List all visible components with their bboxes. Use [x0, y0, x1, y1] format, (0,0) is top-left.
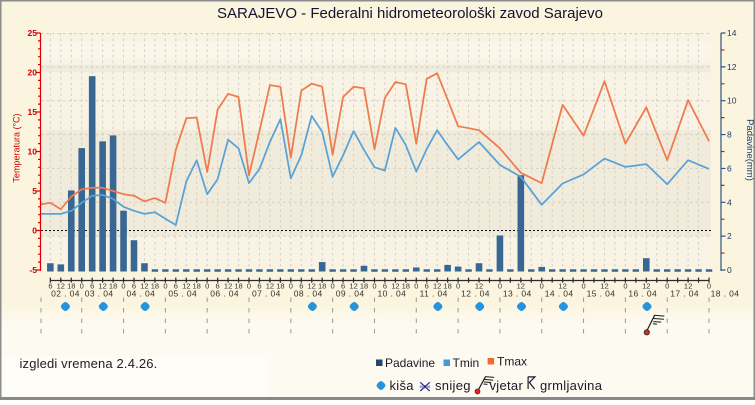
svg-text:12: 12 — [433, 282, 441, 291]
svg-text:0: 0 — [372, 282, 376, 291]
svg-text:0: 0 — [540, 282, 544, 291]
svg-text:Padavine(mm): Padavine(mm) — [744, 119, 755, 181]
svg-text:Temperatura (°C): Temperatura (°C) — [12, 113, 22, 182]
svg-text:18: 18 — [109, 282, 117, 291]
svg-text:15: 15 — [28, 107, 38, 117]
svg-text:12: 12 — [684, 282, 692, 291]
svg-text:18 . 04: 18 . 04 — [711, 289, 740, 299]
svg-text:6: 6 — [90, 282, 94, 291]
svg-text:12: 12 — [558, 282, 566, 291]
svg-text:08 . 04: 08 . 04 — [294, 289, 323, 299]
svg-text:0: 0 — [414, 282, 418, 291]
svg-text:6: 6 — [257, 282, 261, 291]
svg-text:6: 6 — [425, 282, 429, 291]
svg-text:SARAJEVO - Federalni hidromete: SARAJEVO - Federalni hidrometeorološki z… — [217, 5, 603, 22]
svg-text:14 . 04: 14 . 04 — [545, 289, 574, 299]
svg-text:6: 6 — [727, 163, 732, 173]
svg-text:10: 10 — [28, 147, 38, 157]
svg-text:0: 0 — [163, 282, 167, 291]
svg-text:0: 0 — [582, 282, 586, 291]
svg-text:0: 0 — [498, 282, 502, 291]
svg-text:12: 12 — [308, 282, 316, 291]
svg-text:15 . 04: 15 . 04 — [587, 289, 616, 299]
svg-text:12: 12 — [391, 282, 399, 291]
svg-text:kiša: kiša — [390, 378, 415, 393]
svg-text:snijeg: snijeg — [435, 378, 471, 393]
svg-text:11 . 04: 11 . 04 — [420, 289, 448, 299]
svg-text:6: 6 — [48, 282, 52, 291]
svg-text:Tmax: Tmax — [497, 355, 527, 369]
svg-text:0: 0 — [456, 282, 460, 291]
svg-text:0: 0 — [121, 282, 125, 291]
svg-text:6: 6 — [174, 282, 178, 291]
svg-text:6: 6 — [132, 282, 136, 291]
svg-text:13 . 04: 13 . 04 — [503, 289, 532, 299]
svg-text:0: 0 — [665, 282, 669, 291]
svg-text:6: 6 — [341, 282, 345, 291]
svg-text:12: 12 — [727, 62, 737, 72]
svg-text:-5: -5 — [29, 265, 37, 275]
svg-text:0: 0 — [32, 226, 37, 236]
svg-text:18: 18 — [67, 282, 75, 291]
svg-text:07 . 04: 07 . 04 — [252, 289, 281, 299]
svg-text:6: 6 — [216, 282, 220, 291]
svg-text:Padavine: Padavine — [385, 356, 435, 370]
svg-text:12: 12 — [349, 282, 357, 291]
svg-text:18: 18 — [443, 282, 451, 291]
svg-text:0: 0 — [80, 282, 84, 291]
svg-text:18: 18 — [234, 282, 242, 291]
svg-text:6: 6 — [383, 282, 387, 291]
svg-text:12: 12 — [475, 282, 483, 291]
svg-text:12: 12 — [600, 282, 608, 291]
svg-text:02 . 04: 02 . 04 — [51, 289, 80, 299]
svg-text:12: 12 — [57, 282, 65, 291]
svg-text:izgledi vremena 2.4.26.: izgledi vremena 2.4.26. — [20, 356, 158, 371]
svg-text:4: 4 — [727, 197, 732, 207]
svg-text:12 . 04: 12 . 04 — [461, 289, 490, 299]
svg-text:10 . 04: 10 . 04 — [378, 289, 407, 299]
svg-text:14: 14 — [727, 28, 737, 38]
svg-text:20: 20 — [28, 68, 38, 78]
svg-text:grmljavina: grmljavina — [540, 378, 603, 393]
svg-text:06 . 04: 06 . 04 — [210, 289, 239, 299]
svg-text:8: 8 — [727, 130, 732, 140]
svg-text:16 . 04: 16 . 04 — [628, 289, 657, 299]
svg-text:12: 12 — [642, 282, 650, 291]
svg-text:0: 0 — [623, 282, 627, 291]
svg-text:12: 12 — [266, 282, 274, 291]
svg-text:12: 12 — [517, 282, 525, 291]
svg-text:17 . 04: 17 . 04 — [670, 289, 699, 299]
svg-text:6: 6 — [299, 282, 303, 291]
svg-text:0: 0 — [247, 282, 251, 291]
svg-text:10: 10 — [727, 96, 737, 106]
svg-text:18: 18 — [193, 282, 201, 291]
svg-text:5: 5 — [32, 186, 37, 196]
svg-text:2: 2 — [727, 231, 732, 241]
svg-text:0: 0 — [707, 282, 711, 291]
svg-text:18: 18 — [318, 282, 326, 291]
svg-text:Tmin: Tmin — [453, 356, 480, 370]
svg-text:04 . 04: 04 . 04 — [127, 289, 156, 299]
svg-text:18: 18 — [276, 282, 284, 291]
svg-text:12: 12 — [98, 282, 106, 291]
svg-text:0: 0 — [727, 265, 732, 275]
svg-text:0: 0 — [289, 282, 293, 291]
svg-text:05 . 04: 05 . 04 — [168, 289, 197, 299]
svg-text:25: 25 — [28, 28, 38, 38]
svg-text:0: 0 — [331, 282, 335, 291]
svg-text:18: 18 — [360, 282, 368, 291]
svg-text:18: 18 — [402, 282, 410, 291]
svg-text:vjetar: vjetar — [490, 378, 524, 393]
svg-text:12: 12 — [140, 282, 148, 291]
svg-text:18: 18 — [151, 282, 159, 291]
svg-text:0: 0 — [205, 282, 209, 291]
svg-text:12: 12 — [224, 282, 232, 291]
svg-text:09 . 04: 09 . 04 — [336, 289, 365, 299]
svg-text:03 . 04: 03 . 04 — [85, 289, 114, 299]
svg-text:12: 12 — [182, 282, 190, 291]
